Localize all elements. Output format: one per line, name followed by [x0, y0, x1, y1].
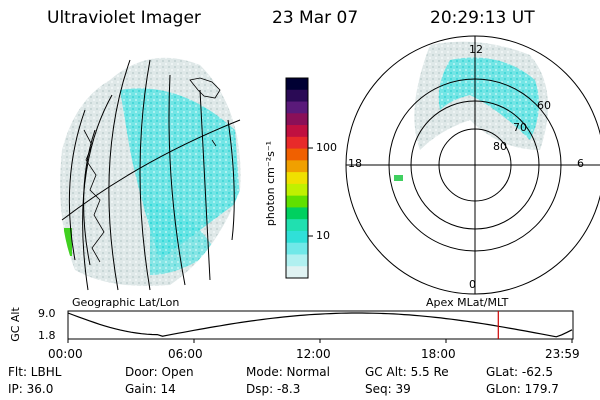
colorbar-tick-100: 100	[316, 141, 337, 154]
colorbar-step	[286, 125, 308, 138]
info-gain: Gain: 14	[125, 382, 176, 396]
mlat-label-80: 80	[493, 140, 507, 153]
colorbar-step	[286, 89, 308, 103]
colorbar-tick-10: 10	[316, 229, 330, 242]
altitude-bottom-label: 1.8	[38, 329, 56, 342]
mlat-label-60: 60	[537, 99, 551, 112]
colorbar-step	[286, 230, 308, 244]
coastlines	[83, 77, 221, 263]
mlt-label-18: 18	[348, 157, 362, 170]
colorbar-step	[286, 136, 308, 150]
xtick-0: 00:00	[48, 347, 83, 361]
date-label: 23 Mar 07	[272, 8, 359, 28]
xtick-4: 23:59	[545, 347, 580, 361]
info-dsp: Dsp: -8.3	[246, 382, 301, 396]
geo-panel-label: Geographic Lat/Lon	[72, 296, 180, 309]
info-door: Door: Open	[125, 365, 194, 379]
mlt-label-12: 12	[469, 43, 483, 56]
colorbar-step	[286, 195, 308, 208]
colorbar-step	[286, 183, 308, 197]
colorbar	[285, 77, 313, 279]
altitude-curve	[67, 312, 573, 338]
xtick-3: 18:00	[421, 347, 456, 361]
info-seq: Seq: 39	[365, 382, 411, 396]
info-glat: GLat: -62.5	[486, 365, 553, 379]
geo-grid-lines	[61, 59, 241, 291]
altitude-plot	[67, 310, 574, 343]
mlt-label-6: 6	[577, 157, 584, 170]
colorbar-step	[286, 172, 308, 185]
info-ip: IP: 36.0	[8, 382, 54, 396]
info-mode: Mode: Normal	[246, 365, 330, 379]
colorbar-step	[286, 219, 308, 232]
time-label: 20:29:13 UT	[430, 8, 535, 28]
info-glon: GLon: 179.7	[486, 382, 559, 396]
colorbar-step	[286, 78, 308, 91]
colorbar-step	[286, 254, 308, 267]
xtick-2: 12:00	[296, 347, 331, 361]
colorbar-step	[286, 242, 308, 255]
app-title: Ultraviolet Imager	[47, 8, 201, 28]
polar-panel-label: Apex MLat/MLT	[426, 296, 509, 309]
colorbar-step	[286, 148, 308, 161]
mlt-label-0: 0	[469, 278, 476, 291]
altitude-ylabel: GC Alt	[8, 307, 22, 342]
colorbar-step	[286, 113, 308, 126]
colorbar-step	[286, 160, 308, 173]
colorbar-step	[286, 207, 308, 220]
altitude-top-label: 9.0	[38, 307, 56, 320]
info-gcalt: GC Alt: 5.5 Re	[365, 365, 449, 379]
colorbar-unit-label: photon cm⁻²s⁻¹	[264, 140, 278, 227]
polar-image-panel	[345, 35, 600, 295]
colorbar-step	[286, 101, 308, 114]
colorbar-step	[286, 266, 308, 279]
mlat-label-70: 70	[513, 121, 527, 134]
geo-image-data	[60, 57, 241, 287]
info-flt: Flt: LBHL	[8, 365, 62, 379]
xtick-1: 06:00	[168, 347, 203, 361]
